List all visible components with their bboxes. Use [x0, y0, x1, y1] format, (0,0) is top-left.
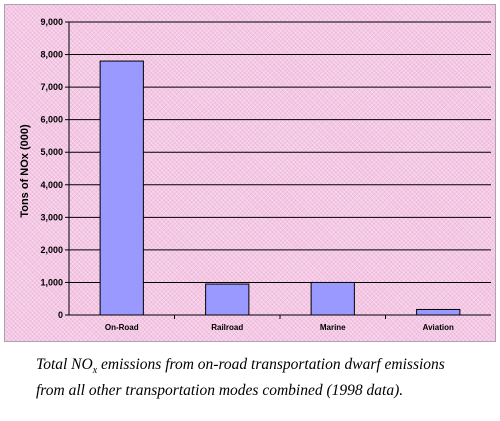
bar-railroad: [205, 283, 250, 316]
chart-panel: 0 1,000 2,000 3,000 4,000 5,000 6,000 7,000 8,00…: [4, 4, 496, 342]
caption-text-end: emissions from on-road transportation dw…: [36, 356, 445, 400]
y-tick-label: 8,000: [40, 50, 63, 60]
caption-text-start: Total NO: [36, 356, 93, 373]
y-tick-label: 6,000: [40, 115, 63, 125]
bars: [99, 60, 461, 316]
y-tick-label: 0: [58, 310, 63, 320]
axes: [65, 21, 491, 319]
y-tick-label: 7,000: [40, 82, 63, 92]
bar-chart: 0 1,000 2,000 3,000 4,000 5,000 6,000 7,000 8,00…: [19, 17, 491, 332]
x-tick-label: Marine: [320, 323, 346, 332]
bar-aviation: [416, 308, 461, 316]
y-tick-labels: 0 1,000 2,000 3,000 4,000 5,000 6,000 7,000 8,00…: [40, 17, 63, 320]
x-tick-label: On-Road: [105, 323, 139, 332]
x-tick-labels: On-Road Railroad Marine Aviation: [105, 323, 454, 332]
figure-caption: Total NOx emissions from on-road transpo…: [36, 355, 476, 401]
y-tick-label: 4,000: [40, 180, 63, 190]
bar-on-road: [99, 60, 144, 316]
y-tick-label: 3,000: [40, 212, 63, 222]
y-axis-title: Tons of NOx (000): [19, 124, 31, 218]
x-tick-label: Aviation: [423, 323, 454, 332]
y-tick-label: 9,000: [40, 17, 63, 27]
bar-marine: [310, 281, 355, 316]
y-tick-label: 5,000: [40, 147, 63, 157]
y-tick-label: 2,000: [40, 245, 63, 255]
caption-subscript: x: [92, 365, 98, 377]
x-tick-label: Railroad: [211, 323, 243, 332]
y-tick-label: 1,000: [40, 277, 63, 287]
